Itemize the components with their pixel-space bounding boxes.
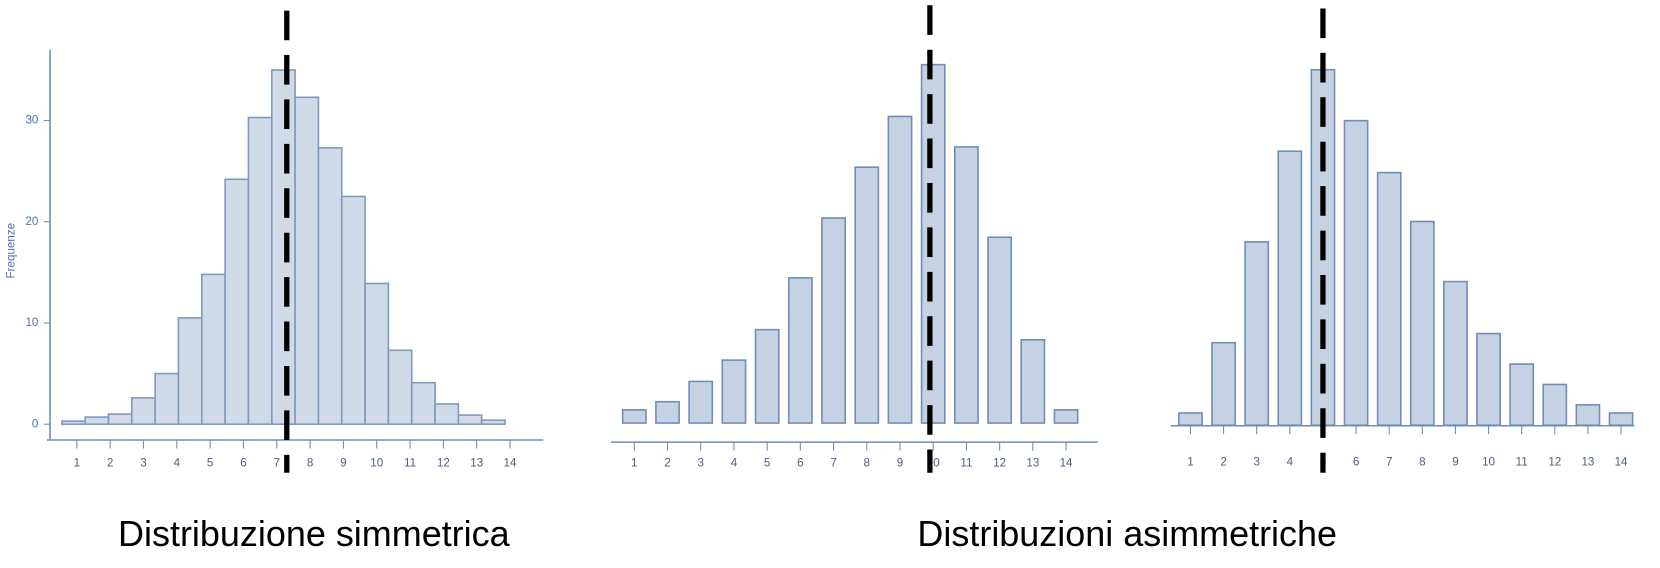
bar bbox=[1608, 412, 1634, 427]
histogram-bar bbox=[457, 414, 483, 425]
x-tick-label: 5 bbox=[207, 456, 213, 469]
bar bbox=[721, 359, 747, 424]
x-tick-label: 4 bbox=[174, 456, 181, 469]
x-tick-label: 7 bbox=[1386, 455, 1392, 468]
histogram-bar bbox=[387, 349, 413, 425]
bar bbox=[688, 380, 714, 424]
bar bbox=[1343, 119, 1369, 427]
x-tick-label: 14 bbox=[1060, 456, 1073, 469]
bar bbox=[987, 236, 1013, 424]
x-tick-label: 6 bbox=[797, 456, 803, 469]
x-tick-label: 2 bbox=[107, 456, 113, 469]
bar bbox=[787, 277, 813, 424]
x-tick-label: 11 bbox=[404, 456, 416, 469]
x-tick-label: 8 bbox=[1419, 455, 1425, 468]
x-tick-label: 13 bbox=[470, 456, 483, 469]
bar bbox=[655, 400, 680, 424]
bar bbox=[621, 409, 647, 424]
x-tick-label: 9 bbox=[1452, 455, 1458, 468]
bar bbox=[1575, 404, 1601, 426]
histogram-bar bbox=[177, 317, 203, 425]
histogram-bar bbox=[410, 381, 436, 425]
x-tick-label: 7 bbox=[830, 456, 836, 469]
bar bbox=[1376, 171, 1402, 426]
x-tick-label: 14 bbox=[504, 456, 517, 469]
histogram-bar bbox=[84, 416, 110, 425]
x-tick-label: 13 bbox=[1581, 455, 1594, 468]
bar bbox=[1020, 339, 1046, 424]
histogram-bar bbox=[154, 372, 180, 425]
x-tick-label: 11 bbox=[1516, 455, 1528, 468]
x-tick-label: 10 bbox=[1482, 455, 1495, 468]
x-tick-label: 2 bbox=[664, 456, 670, 469]
x-tick-label: 5 bbox=[764, 456, 770, 469]
bar bbox=[1178, 412, 1203, 427]
bar bbox=[1053, 409, 1079, 424]
bar bbox=[954, 146, 979, 424]
bar bbox=[821, 217, 846, 424]
y-tick-label: 20 bbox=[25, 215, 38, 228]
histogram-bar bbox=[247, 116, 273, 425]
bar bbox=[754, 328, 780, 424]
x-tick-label: 7 bbox=[274, 456, 280, 469]
bar bbox=[1277, 150, 1303, 426]
x-tick-label: 14 bbox=[1615, 455, 1628, 468]
x-tick-label: 9 bbox=[340, 456, 346, 469]
x-tick-label: 1 bbox=[1187, 455, 1193, 468]
bar bbox=[1443, 280, 1468, 427]
x-tick-label: 12 bbox=[1548, 455, 1561, 468]
histogram-bar bbox=[61, 420, 86, 425]
bar bbox=[1476, 332, 1501, 426]
x-tick-label: 12 bbox=[437, 456, 450, 469]
bar bbox=[1244, 241, 1270, 426]
histogram-bar bbox=[201, 273, 226, 425]
histogram-bar bbox=[294, 96, 320, 425]
x-tick-label: 8 bbox=[864, 456, 870, 469]
y-tick-label: 10 bbox=[25, 316, 38, 329]
histogram-bar bbox=[107, 413, 133, 425]
x-tick-label: 4 bbox=[1287, 455, 1294, 468]
histogram-bar bbox=[317, 147, 343, 425]
bar bbox=[1409, 220, 1435, 426]
y-tick-label: 30 bbox=[25, 114, 38, 127]
x-tick-label: 1 bbox=[74, 456, 80, 469]
x-tick-label: 2 bbox=[1220, 455, 1226, 468]
x-tick-label: 1 bbox=[631, 456, 637, 469]
histogram-bar bbox=[480, 419, 506, 425]
x-tick-label: 11 bbox=[960, 456, 972, 469]
x-tick-label: 12 bbox=[993, 456, 1006, 469]
histogram-bar bbox=[131, 397, 156, 425]
x-tick-label: 9 bbox=[897, 456, 903, 469]
bar bbox=[1542, 383, 1568, 426]
caption: Distribuzioni asimmetriche bbox=[917, 513, 1337, 554]
y-axis-label: Frequenze bbox=[4, 223, 17, 279]
bar bbox=[854, 166, 880, 424]
bar bbox=[1211, 341, 1236, 426]
x-tick-label: 3 bbox=[140, 456, 146, 469]
x-tick-label: 6 bbox=[1353, 455, 1359, 468]
x-tick-label: 3 bbox=[697, 456, 703, 469]
x-tick-label: 10 bbox=[370, 456, 383, 469]
x-tick-label: 8 bbox=[307, 456, 313, 469]
caption: Distribuzione simmetrica bbox=[118, 513, 510, 554]
bar bbox=[1509, 363, 1535, 426]
x-tick-label: 6 bbox=[240, 456, 246, 469]
histogram-bar bbox=[270, 69, 296, 425]
histogram-bar bbox=[364, 282, 390, 425]
bar bbox=[920, 63, 946, 424]
x-tick-label: 4 bbox=[731, 456, 738, 469]
x-tick-label: 3 bbox=[1253, 455, 1259, 468]
histogram-bar bbox=[340, 195, 366, 425]
x-tick-label: 13 bbox=[1026, 456, 1039, 469]
y-tick-label: 0 bbox=[32, 417, 39, 430]
bar bbox=[887, 115, 913, 424]
histogram-bar bbox=[434, 403, 460, 425]
histogram-bar bbox=[224, 178, 250, 425]
